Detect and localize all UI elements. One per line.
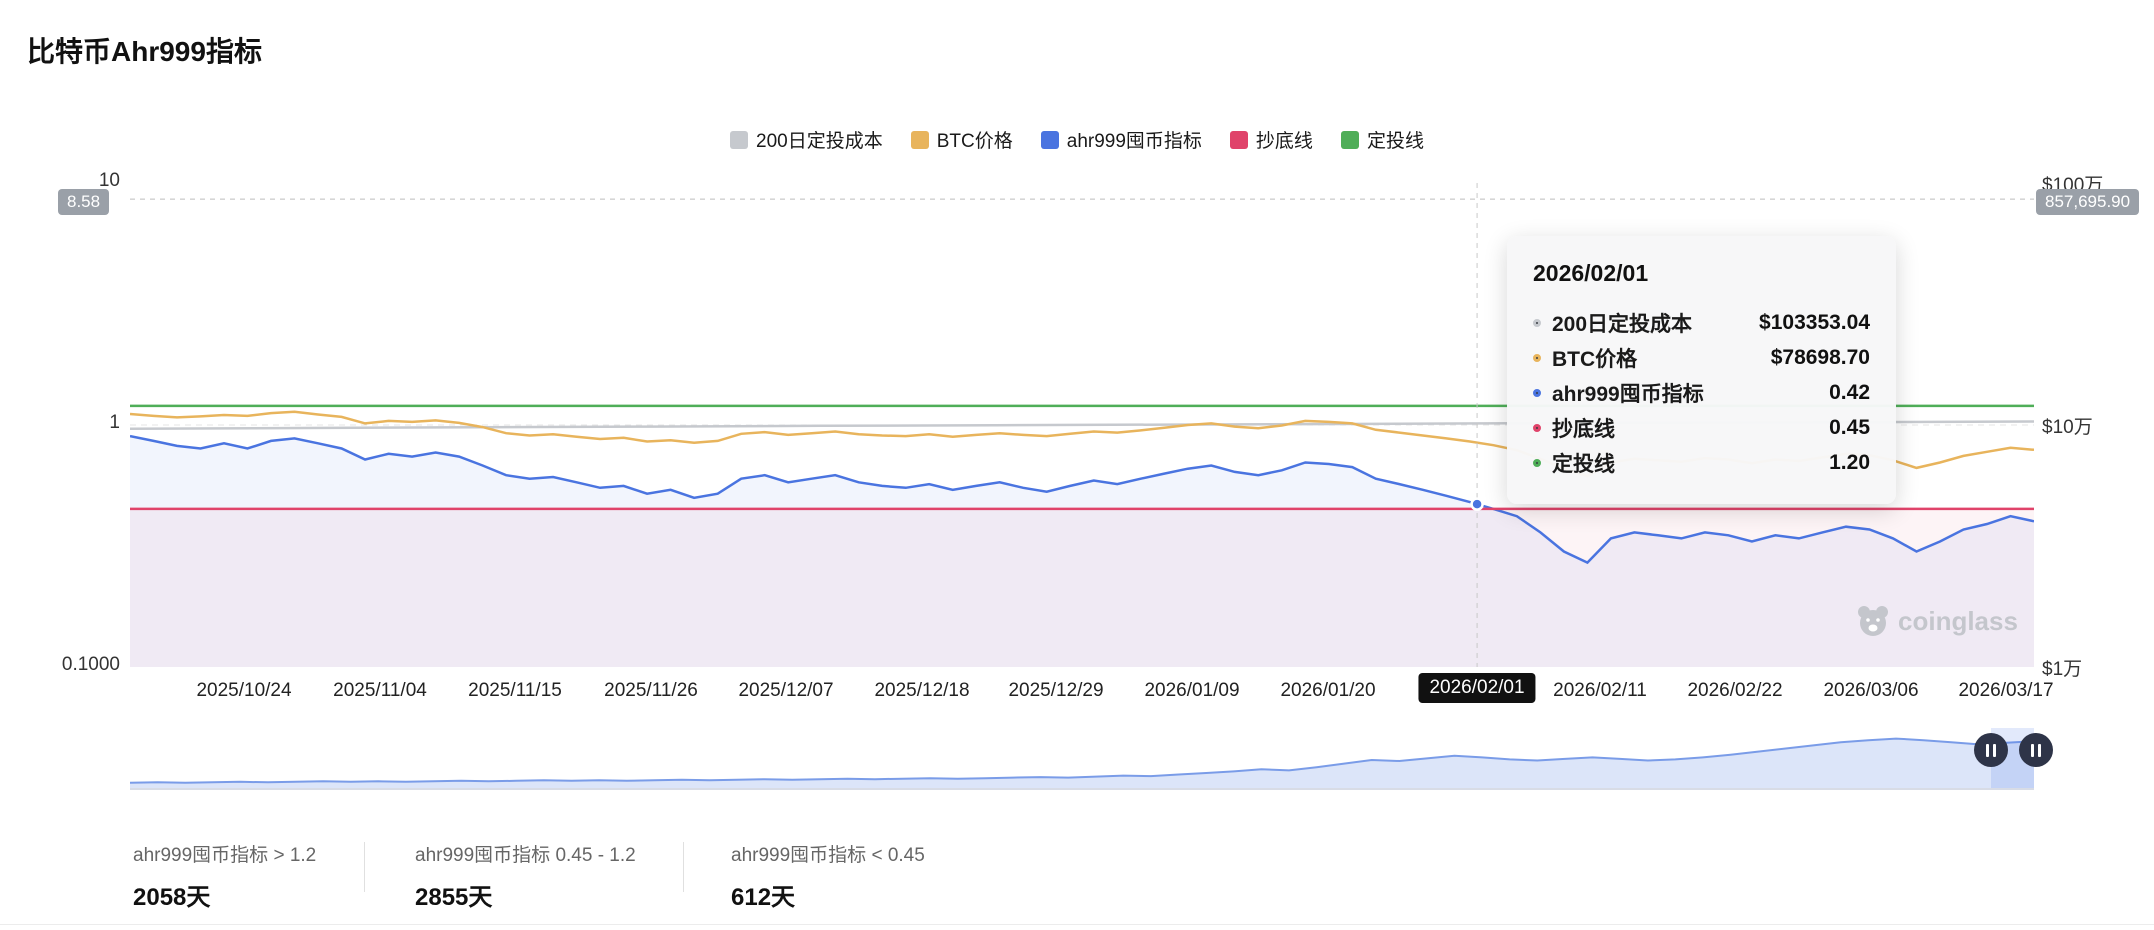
x-tick: 2026/01/09 — [1144, 680, 1240, 701]
x-tick: 2026/03/06 — [1823, 680, 1919, 701]
legend-label: 定投线 — [1366, 131, 1424, 152]
x-tick: 2026/02/11 — [1553, 680, 1647, 701]
series-marker-icon — [1533, 388, 1541, 397]
stat-divider — [683, 842, 684, 892]
x-tick: 2025/12/07 — [738, 680, 834, 701]
tooltip-value: $103353.04 — [1759, 310, 1870, 334]
tooltip-label: BTC价格 — [1552, 347, 1638, 371]
ahr999-area — [130, 436, 2034, 667]
tooltip-row: 200日定投成本 $103353.04 — [1533, 305, 1870, 340]
series-marker-icon — [1533, 353, 1541, 362]
coinglass-bear-icon — [1858, 606, 1888, 636]
x-tick: 2025/12/18 — [874, 680, 970, 701]
chart-legend: 200日定投成本 BTC价格 ahr999囤币指标 抄底线 定投线 — [0, 126, 2154, 153]
chart-tooltip: 2026/02/01 200日定投成本 $103353.04 BTC价格 $78… — [1507, 236, 1896, 504]
x-tick-active: 2026/02/01 — [1418, 673, 1536, 703]
tooltip-label: ahr999囤币指标 — [1552, 382, 1704, 406]
y-left-tick-10: 10 — [98, 170, 120, 191]
y-right-tick-10k: $1万 — [2042, 659, 2083, 680]
crosshair-dot — [1470, 497, 1484, 511]
tooltip-date: 2026/02/01 — [1533, 260, 1649, 286]
legend-swatch-bottom-line — [1229, 130, 1248, 149]
x-tick: 2026/01/20 — [1280, 680, 1376, 701]
x-tick: 2026/03/17 — [1958, 680, 2054, 701]
bottom-divider — [0, 924, 2154, 925]
stat-value: 2058天 — [133, 884, 211, 911]
legend-label: 抄底线 — [1255, 131, 1313, 152]
y-left-tick-1: 1 — [109, 412, 120, 433]
main-chart-svg[interactable] — [130, 183, 2034, 667]
legend-item-bottom-line[interactable]: 抄底线 — [1229, 126, 1313, 153]
ahr999-line — [130, 434, 2034, 565]
stat-value: 2855天 — [415, 884, 493, 911]
navigator-right-handle[interactable] — [2019, 733, 2053, 767]
watermark-text: coinglass — [1898, 605, 2018, 636]
tooltip-label: 定投线 — [1552, 452, 1615, 476]
legend-swatch-dca-cost — [730, 130, 749, 149]
stat-between-lines: ahr999囤币指标 0.45 - 1.2 2855天 — [415, 840, 636, 912]
coinglass-watermark: coinglass — [1856, 604, 2018, 638]
tooltip-value: 1.20 — [1829, 450, 1870, 474]
x-tick: 2025/11/15 — [468, 680, 562, 701]
navigator-area — [130, 738, 2034, 790]
series-marker-icon — [1533, 318, 1541, 327]
legend-swatch-dca-line — [1340, 130, 1359, 149]
legend-item-dca-cost[interactable]: 200日定投成本 — [730, 126, 883, 153]
legend-label: ahr999囤币指标 — [1066, 131, 1202, 152]
x-tick: 2025/12/29 — [1008, 680, 1104, 701]
stat-above-dca: ahr999囤币指标 > 1.2 2058天 — [133, 840, 316, 912]
navigator-line — [130, 737, 2034, 784]
crosshair-left-badge: 8.58 — [58, 189, 110, 215]
tooltip-label: 200日定投成本 — [1552, 312, 1693, 336]
series-marker-icon — [1533, 423, 1541, 432]
y-left-tick-01: 0.1000 — [61, 654, 120, 675]
stat-divider — [364, 842, 365, 892]
legend-swatch-ahr999 — [1040, 130, 1059, 149]
stat-label: ahr999囤币指标 > 1.2 — [133, 845, 317, 866]
tooltip-row: ahr999囤币指标 0.42 — [1533, 375, 1870, 410]
legend-swatch-btc-price — [910, 130, 929, 149]
x-tick: 2026/02/22 — [1687, 680, 1783, 701]
stat-value: 612天 — [731, 884, 796, 911]
navigator-svg[interactable] — [130, 728, 2034, 790]
page-title: 比特币Ahr999指标 — [27, 36, 262, 67]
legend-label: 200日定投成本 — [756, 131, 883, 152]
x-tick: 2025/11/26 — [604, 680, 698, 701]
tooltip-row: 抄底线 0.45 — [1533, 410, 1870, 445]
stat-below-bottom: ahr999囤币指标 < 0.45 612天 — [731, 840, 925, 912]
tooltip-value: $78698.70 — [1770, 345, 1870, 369]
legend-item-ahr999[interactable]: ahr999囤币指标 — [1040, 126, 1202, 153]
tooltip-label: 抄底线 — [1552, 417, 1615, 441]
navigator-left-handle[interactable] — [1974, 733, 2008, 767]
tooltip-value: 0.42 — [1829, 380, 1870, 404]
stat-label: ahr999囤币指标 < 0.45 — [731, 845, 925, 866]
legend-item-btc-price[interactable]: BTC价格 — [910, 126, 1013, 153]
tooltip-row: BTC价格 $78698.70 — [1533, 340, 1870, 375]
crosshair-right-badge: 857,695.90 — [2036, 189, 2140, 215]
legend-item-dca-line[interactable]: 定投线 — [1340, 126, 1424, 153]
tooltip-value: 0.45 — [1829, 415, 1870, 439]
tooltip-row: 定投线 1.20 — [1533, 445, 1870, 480]
x-tick: 2025/10/24 — [196, 680, 292, 701]
x-tick: 2025/11/04 — [333, 680, 427, 701]
series-marker-icon — [1533, 458, 1541, 467]
y-right-tick-100k: $10万 — [2042, 417, 2093, 438]
below-bottom-band — [130, 508, 2034, 667]
legend-label: BTC价格 — [936, 131, 1013, 152]
stat-label: ahr999囤币指标 0.45 - 1.2 — [415, 845, 636, 866]
